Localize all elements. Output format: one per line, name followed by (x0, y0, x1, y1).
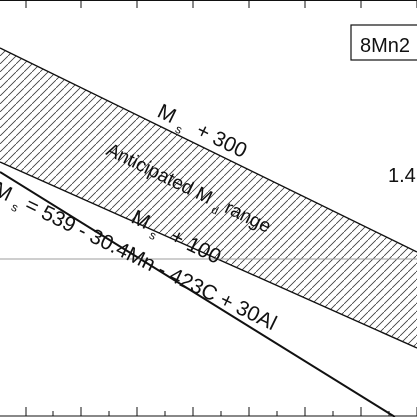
value-label: 1.4 (388, 165, 416, 187)
ms-equation-line (0, 171, 396, 417)
bottom-axis-ticks (25, 407, 417, 416)
lower-bound-subscript: s (147, 228, 159, 243)
ms-equation-subscript: s (9, 200, 21, 215)
lower-range-boundary-line (0, 161, 417, 349)
upper-range-boundary-line (0, 47, 417, 253)
anticipated-range-band (0, 48, 417, 348)
upper-bound-subscript: s (173, 122, 185, 137)
range-label-subscript: d (209, 204, 220, 217)
composition-label-box (350, 24, 417, 61)
top-axis-ticks (25, 0, 417, 8)
composition-label: 8Mn2 (360, 35, 410, 57)
